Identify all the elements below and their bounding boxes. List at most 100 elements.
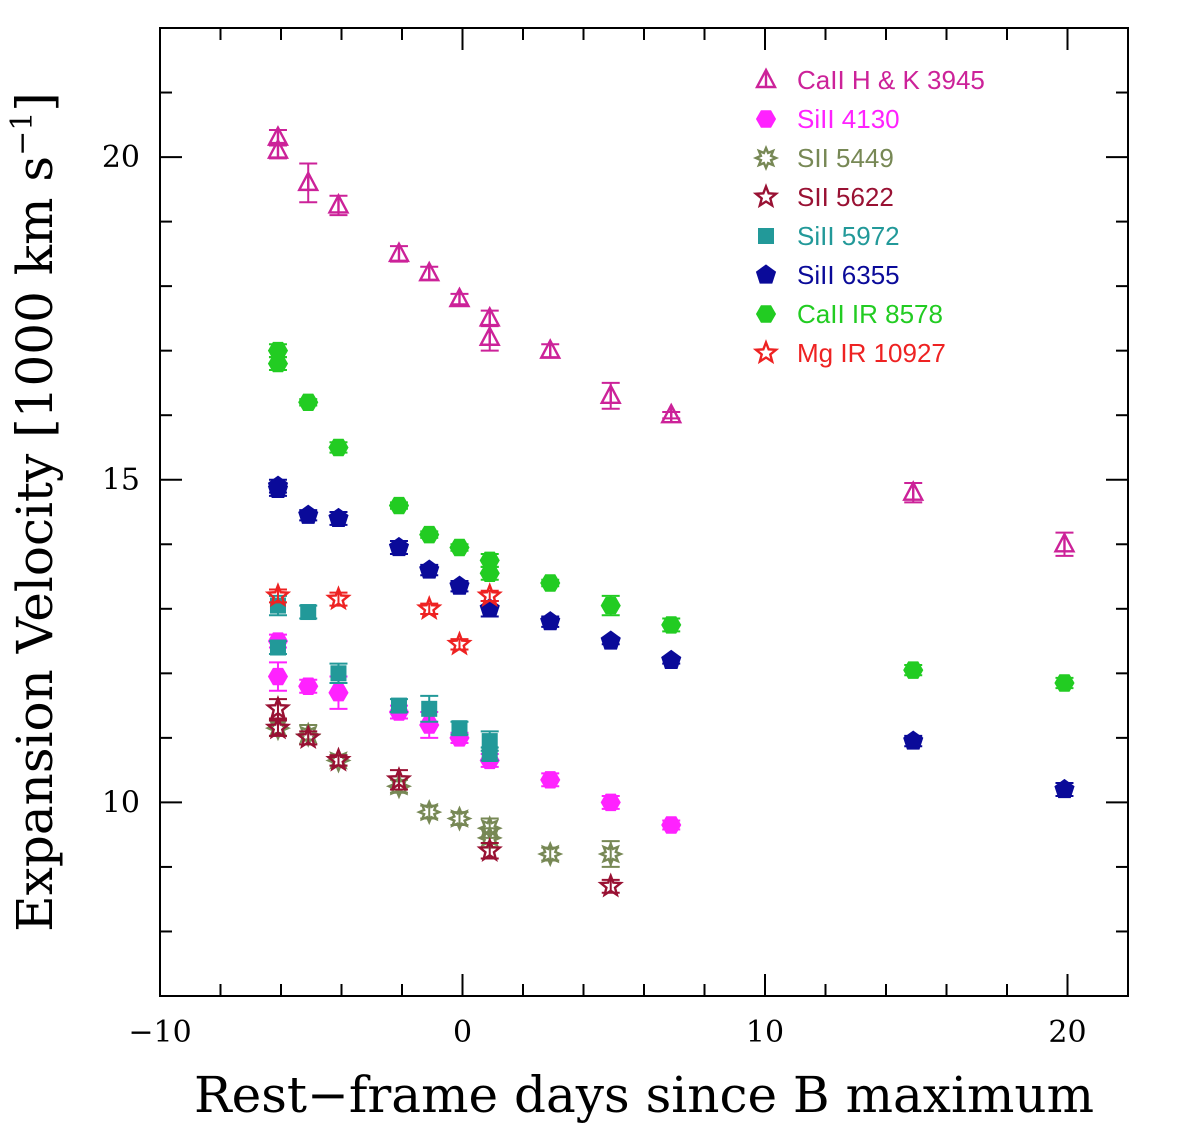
y-tick-label: 20 <box>102 140 140 175</box>
data-point <box>419 525 440 544</box>
data-point <box>449 538 470 557</box>
y-axis-label: Expansion Velocity [1000 km s−1] <box>5 92 64 932</box>
legend-marker <box>752 183 780 209</box>
data-point <box>418 260 441 282</box>
data-point <box>660 402 683 424</box>
data-point <box>481 733 498 750</box>
data-point <box>903 730 924 750</box>
data-point <box>540 771 561 789</box>
series-group <box>264 715 624 868</box>
data-point <box>298 504 319 524</box>
legend-marker <box>755 264 777 284</box>
x-tick-label: −10 <box>128 1015 191 1050</box>
data-point <box>661 649 682 670</box>
series-group <box>268 594 499 762</box>
legend-label: CaII IR 8578 <box>797 299 943 329</box>
data-point <box>600 630 621 650</box>
legend-marker <box>758 228 774 244</box>
y-tick-label: 15 <box>102 463 140 498</box>
data-point <box>295 724 322 750</box>
data-point <box>388 496 410 515</box>
data-point <box>300 604 317 621</box>
series-group <box>267 475 1075 799</box>
data-point <box>481 746 498 762</box>
legend-marker <box>755 305 777 323</box>
data-point <box>537 840 564 868</box>
data-point <box>540 574 561 592</box>
data-point <box>600 596 621 615</box>
data-point <box>264 714 292 740</box>
legend-marker <box>752 339 780 365</box>
legend: CaII H & K 3945 SiII 4130 SII 5449 SII 5622… <box>752 65 985 368</box>
data-point <box>388 536 410 557</box>
legend-label: SiII 5972 <box>797 221 900 251</box>
data-point <box>330 665 347 682</box>
data-point <box>325 746 352 772</box>
data-point <box>419 559 440 579</box>
data-point <box>325 585 352 611</box>
data-point <box>387 241 410 263</box>
data-point <box>266 138 289 159</box>
legend-label: SiII 4130 <box>797 104 900 134</box>
data-point <box>903 661 924 679</box>
data-point <box>298 677 319 695</box>
data-point <box>476 582 503 608</box>
legend-label: Mg IR 10927 <box>797 338 946 368</box>
data-point <box>599 383 622 405</box>
x-axis-label: Rest−frame days since B maximum <box>194 1066 1094 1124</box>
x-tick-label: 10 <box>746 1015 784 1050</box>
data-point <box>267 354 289 373</box>
legend-label: SII 5622 <box>797 182 894 212</box>
axis-tick-labels: −10 0 10 20 10 15 20 <box>102 140 1087 1050</box>
data-point <box>267 667 289 686</box>
data-point <box>264 582 292 608</box>
data-point <box>421 700 438 717</box>
data-point <box>539 338 562 359</box>
data-point <box>328 507 349 528</box>
data-point <box>328 683 349 702</box>
data-point <box>1054 674 1075 692</box>
data-point <box>298 393 319 412</box>
data-point <box>264 694 292 721</box>
series-group <box>264 582 503 656</box>
data-point <box>297 170 320 192</box>
data-point <box>597 840 624 868</box>
data-point <box>449 575 470 595</box>
legend-label: SII 5449 <box>797 143 894 173</box>
data-point <box>451 720 468 737</box>
x-tick-label: 20 <box>1048 1015 1086 1050</box>
data-point <box>269 639 286 656</box>
data-point <box>476 836 503 862</box>
x-tick-label: 0 <box>453 1015 472 1050</box>
data-point <box>390 697 407 714</box>
data-point <box>1053 531 1076 553</box>
legend-marker <box>755 110 777 128</box>
data-point <box>540 611 561 631</box>
data-point <box>661 616 682 634</box>
data-point <box>600 793 621 812</box>
series-group <box>267 341 1075 692</box>
data-points <box>264 125 1076 898</box>
data-point <box>448 286 471 308</box>
y-axis-label-close: ] <box>6 92 64 112</box>
data-point <box>661 816 682 834</box>
data-point <box>416 799 443 826</box>
data-point <box>267 478 289 499</box>
legend-marker <box>752 144 780 172</box>
y-axis-label-main: Expansion Velocity [1000 km s <box>6 156 64 932</box>
data-point <box>478 325 501 346</box>
y-axis-label-superscript: −1 <box>5 112 40 156</box>
y-tick-label: 10 <box>102 785 140 820</box>
legend-label: SiII 6355 <box>797 260 900 290</box>
series-group <box>266 125 1076 557</box>
data-point <box>328 438 349 457</box>
data-point <box>1054 778 1075 799</box>
legend-marker <box>755 67 777 89</box>
data-point <box>902 480 925 501</box>
data-point <box>479 564 500 583</box>
data-point <box>327 192 350 214</box>
data-point <box>446 630 473 656</box>
legend-label: CaII H & K 3945 <box>797 65 985 95</box>
series-group <box>264 694 624 898</box>
